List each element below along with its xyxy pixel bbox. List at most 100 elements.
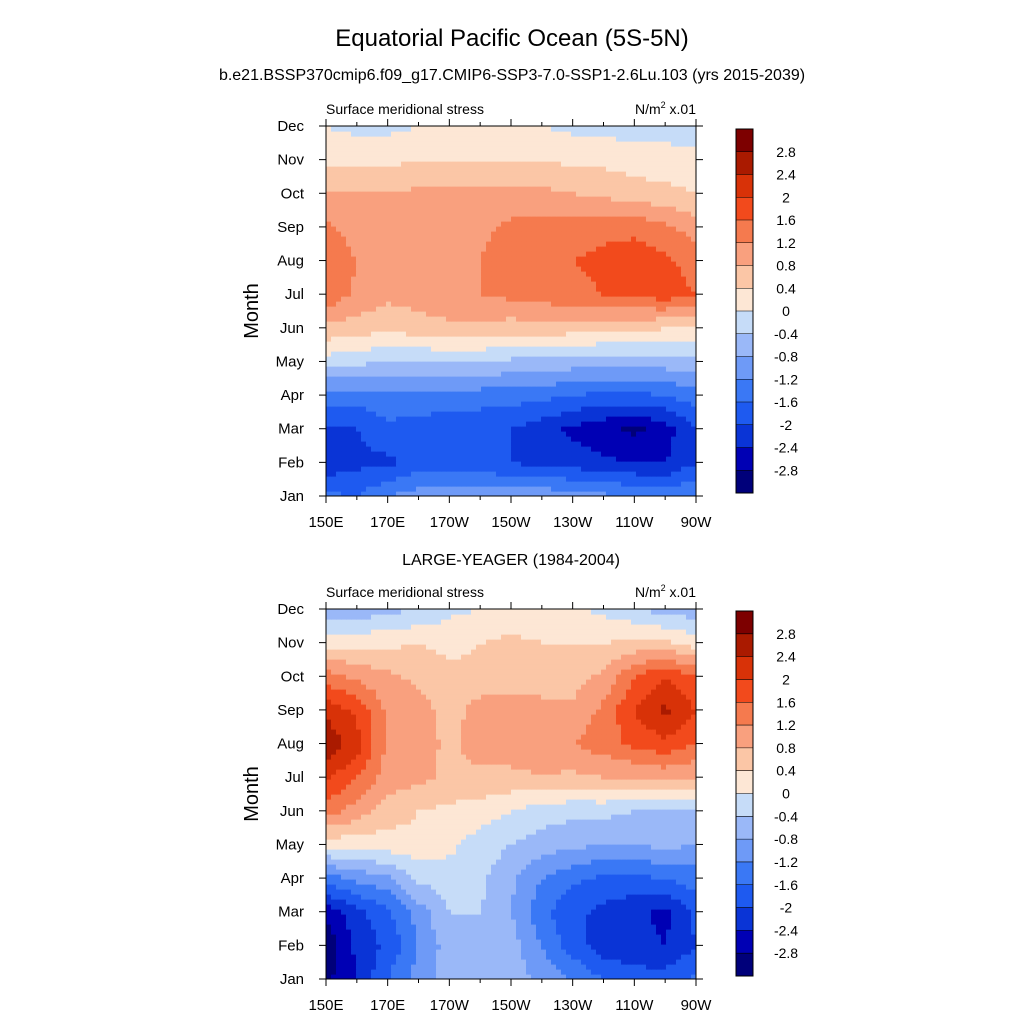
heatmap-cell [576, 451, 582, 457]
heatmap-cell [371, 306, 377, 312]
heatmap-cell [631, 351, 637, 357]
heatmap-cell [566, 356, 572, 362]
heatmap-cell [341, 416, 347, 422]
heatmap-cell [471, 431, 477, 437]
heatmap-cell [466, 261, 472, 267]
heatmap-cell [686, 381, 692, 387]
heatmap-cell [606, 361, 612, 367]
heatmap-cell [491, 281, 497, 287]
heatmap-cell [511, 366, 517, 372]
heatmap-cell [646, 311, 652, 317]
heatmap-cell [661, 466, 667, 472]
heatmap-cell [391, 461, 397, 467]
heatmap-cell [631, 296, 637, 302]
heatmap-cell [476, 491, 482, 496]
heatmap-cell [326, 246, 332, 252]
heatmap-cell [476, 321, 482, 327]
heatmap-cell [646, 461, 652, 467]
heatmap-cell [421, 291, 427, 297]
heatmap-cell [631, 201, 637, 207]
heatmap-cell [381, 461, 387, 467]
heatmap-cell [546, 226, 552, 232]
heatmap-cell [671, 271, 677, 277]
heatmap-cell [581, 426, 587, 432]
heatmap-cell [456, 221, 462, 227]
heatmap-cell [581, 431, 587, 437]
heatmap-cell [556, 276, 562, 282]
heatmap-cell [651, 286, 657, 292]
heatmap-cell [466, 381, 472, 387]
heatmap-cell [351, 486, 357, 492]
heatmap-cell [356, 176, 362, 182]
heatmap-cell [376, 491, 382, 496]
heatmap-cell [646, 226, 652, 232]
heatmap-cell [391, 366, 397, 372]
heatmap-cell [651, 376, 657, 382]
heatmap-cell [641, 326, 647, 332]
heatmap-cell [431, 311, 437, 317]
heatmap-cell [336, 266, 342, 272]
heatmap-cell [631, 166, 637, 172]
heatmap-cell [531, 411, 537, 417]
heatmap-cell [496, 326, 502, 332]
heatmap-cell [596, 336, 602, 342]
heatmap-cell [416, 171, 422, 177]
heatmap-cell [391, 296, 397, 302]
heatmap-cell [496, 176, 502, 182]
heatmap-cell [586, 436, 592, 442]
heatmap-cell [541, 331, 547, 337]
heatmap-cell [636, 161, 642, 167]
heatmap-cell [686, 296, 692, 302]
heatmap-cell [486, 351, 492, 357]
heatmap-cell [396, 396, 402, 402]
heatmap-cell [636, 241, 642, 247]
heatmap-cell [551, 281, 557, 287]
heatmap-cell [426, 231, 432, 237]
heatmap-cell [606, 431, 612, 437]
heatmap-cell [616, 246, 622, 252]
heatmap-cell [611, 206, 617, 212]
heatmap-cell [561, 311, 567, 317]
heatmap-cell [441, 186, 447, 192]
heatmap-cell [336, 256, 342, 262]
heatmap-cell [456, 411, 462, 417]
heatmap-cell [416, 456, 422, 462]
heatmap-cell [476, 311, 482, 317]
heatmap-cell [616, 371, 622, 377]
heatmap-cell [646, 221, 652, 227]
heatmap-cell [336, 196, 342, 202]
heatmap-cell [396, 201, 402, 207]
heatmap-cell [351, 206, 357, 212]
heatmap-cell [456, 316, 462, 322]
heatmap-cell [491, 471, 497, 477]
heatmap-cell [376, 406, 382, 412]
heatmap-cell [456, 296, 462, 302]
heatmap-cell [521, 441, 527, 447]
heatmap-cell [561, 166, 567, 172]
heatmap-cell [396, 251, 402, 257]
heatmap-cell [671, 436, 677, 442]
heatmap-cell [421, 346, 427, 352]
heatmap-cell [616, 291, 622, 297]
heatmap-cell [686, 246, 692, 252]
heatmap-cell [421, 411, 427, 417]
heatmap-cell [556, 441, 562, 447]
heatmap-cell [651, 281, 657, 287]
heatmap-cell [361, 161, 367, 167]
heatmap-cell [446, 271, 452, 277]
heatmap-cell [626, 356, 632, 362]
heatmap-cell [366, 256, 372, 262]
heatmap-cell [426, 201, 432, 207]
heatmap-cell [576, 476, 582, 482]
heatmap-cell [326, 436, 332, 442]
heatmap-cell [366, 281, 372, 287]
heatmap-cell [691, 331, 696, 337]
heatmap-cell [661, 281, 667, 287]
heatmap-cell [471, 491, 477, 496]
heatmap-cell [406, 451, 412, 457]
heatmap-cell [641, 191, 647, 197]
heatmap-cell [441, 411, 447, 417]
heatmap-cell [511, 176, 517, 182]
heatmap-cell [461, 176, 467, 182]
heatmap-cell [386, 246, 392, 252]
